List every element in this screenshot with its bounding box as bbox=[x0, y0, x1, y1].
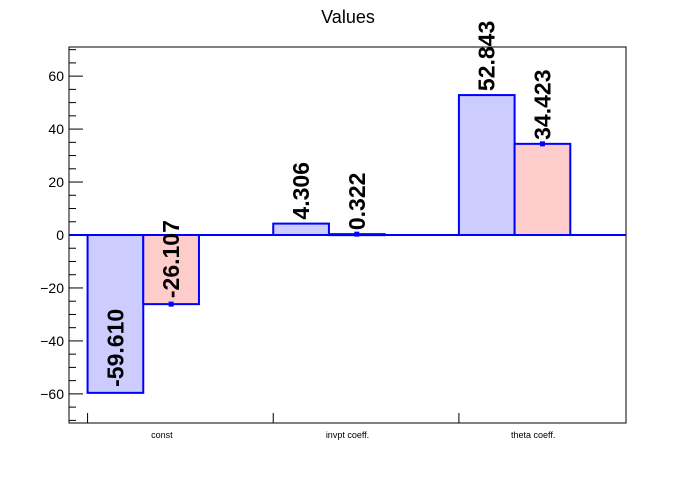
bar-marker bbox=[168, 301, 174, 307]
bar-marker bbox=[539, 141, 545, 147]
bar-value-label: -26.107 bbox=[158, 220, 184, 298]
bar bbox=[86, 234, 145, 394]
y-tick-label: −40 bbox=[40, 333, 64, 349]
bar-value-label: -59.610 bbox=[102, 309, 128, 387]
chart-title: Values bbox=[321, 7, 375, 27]
bar-value-label: 34.423 bbox=[529, 69, 555, 139]
bar-value-label: 52.843 bbox=[474, 21, 500, 91]
y-tick-label: −60 bbox=[40, 386, 64, 402]
bar bbox=[142, 234, 200, 306]
y-tick-label: 60 bbox=[48, 68, 64, 84]
bar-value-label: 4.306 bbox=[288, 162, 314, 220]
bar-value-label: 0.322 bbox=[344, 173, 370, 231]
y-tick-label: −20 bbox=[40, 280, 64, 296]
y-tick-label: 20 bbox=[48, 174, 64, 190]
bar bbox=[272, 222, 330, 236]
y-tick-label: 40 bbox=[48, 121, 64, 137]
x-category-label: invpt coeff. bbox=[326, 430, 369, 440]
bar bbox=[513, 142, 572, 236]
bar bbox=[457, 94, 516, 236]
x-category-label: theta coeff. bbox=[511, 430, 555, 440]
y-tick-label: 0 bbox=[56, 227, 64, 243]
x-category-label: const bbox=[151, 430, 173, 440]
